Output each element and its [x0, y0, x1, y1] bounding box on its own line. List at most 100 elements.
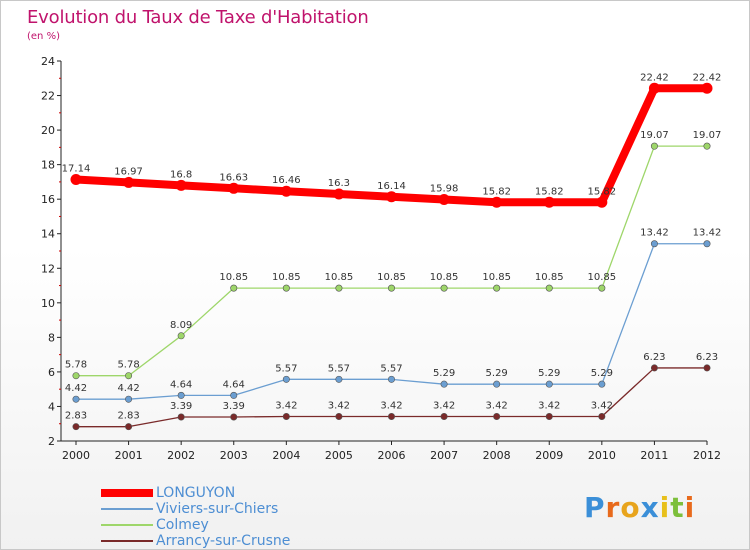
data-point	[650, 364, 658, 372]
x-tick-label: 2001	[115, 449, 143, 462]
data-label: 5.57	[380, 363, 402, 374]
data-point	[230, 391, 238, 399]
logo-letter: x	[640, 491, 660, 524]
data-point	[703, 142, 711, 150]
data-label: 10.85	[535, 272, 564, 283]
data-label: 10.85	[325, 272, 354, 283]
data-label: 3.42	[486, 400, 508, 411]
data-point	[648, 82, 660, 94]
data-label: 5.57	[328, 363, 350, 374]
y-tick-label: 18	[41, 159, 55, 172]
x-tick-label: 2008	[483, 449, 511, 462]
data-point	[125, 372, 133, 380]
data-label: 3.42	[433, 400, 455, 411]
data-label: 3.42	[591, 400, 613, 411]
data-point	[650, 240, 658, 248]
data-label: 6.23	[696, 352, 718, 363]
x-tick-label: 2005	[325, 449, 353, 462]
y-tick-label: 22	[41, 90, 55, 103]
data-point	[493, 380, 501, 388]
data-point	[703, 240, 711, 248]
data-label: 16.63	[219, 172, 248, 183]
data-point	[177, 413, 185, 421]
legend-label: LONGUYON	[156, 485, 236, 501]
data-point	[72, 372, 80, 380]
data-label: 16.8	[170, 169, 192, 180]
y-tick-label: 4	[48, 400, 55, 413]
data-label: 16.97	[114, 166, 143, 177]
data-point	[650, 142, 658, 150]
data-point	[440, 412, 448, 420]
y-tick-label: 6	[48, 366, 55, 379]
data-point	[386, 191, 397, 203]
data-label: 17.14	[62, 163, 91, 174]
logo-letter: i	[684, 491, 696, 524]
data-point	[545, 412, 553, 420]
data-point	[493, 284, 501, 292]
data-label: 13.42	[693, 228, 722, 239]
data-label: 10.85	[588, 272, 617, 283]
data-label: 10.85	[377, 272, 406, 283]
data-label: 22.42	[693, 72, 722, 83]
x-tick-label: 2000	[62, 449, 90, 462]
x-tick-label: 2010	[588, 449, 616, 462]
data-point	[387, 284, 395, 292]
x-tick-label: 2009	[535, 449, 563, 462]
y-tick-label: 16	[41, 193, 55, 206]
data-label: 10.85	[219, 272, 248, 283]
y-tick-label: 2	[48, 435, 55, 448]
x-tick-label: 2004	[272, 449, 300, 462]
data-point	[701, 82, 713, 94]
data-point	[280, 185, 292, 197]
data-point	[545, 380, 553, 388]
data-point	[438, 194, 450, 206]
data-label: 10.85	[272, 272, 301, 283]
y-tick-label: 20	[41, 124, 55, 137]
legend-swatch	[101, 508, 153, 510]
data-point	[335, 412, 343, 420]
data-point	[440, 284, 448, 292]
logo-letter: r	[605, 491, 621, 524]
data-point	[177, 332, 185, 340]
data-label: 4.42	[117, 383, 139, 394]
data-point	[440, 380, 448, 388]
data-label: 16.14	[377, 181, 406, 192]
data-point	[596, 196, 608, 208]
data-point	[230, 413, 238, 421]
data-label: 16.46	[272, 175, 301, 186]
legend-swatch	[101, 540, 153, 542]
data-label: 22.42	[640, 72, 669, 83]
data-label: 10.85	[430, 272, 459, 283]
x-tick-label: 2007	[430, 449, 458, 462]
data-point	[125, 395, 133, 403]
data-point	[230, 284, 238, 292]
data-label: 5.29	[486, 368, 508, 379]
data-point	[72, 395, 80, 403]
data-label: 5.29	[591, 368, 613, 379]
data-label: 3.42	[380, 400, 402, 411]
data-label: 3.39	[223, 401, 245, 412]
data-label: 6.23	[643, 352, 665, 363]
data-point	[335, 375, 343, 383]
data-label: 16.3	[328, 178, 350, 189]
x-tick-label: 2003	[220, 449, 248, 462]
data-point	[703, 364, 711, 372]
data-point	[282, 284, 290, 292]
logo-letter: o	[620, 491, 641, 524]
data-point	[543, 196, 555, 208]
data-label: 4.64	[170, 379, 192, 390]
data-label: 13.42	[640, 228, 669, 239]
proxiti-logo: Proxiti	[584, 491, 695, 524]
data-label: 8.09	[170, 320, 192, 331]
data-label: 5.57	[275, 363, 297, 374]
data-label: 3.42	[538, 400, 560, 411]
data-point	[175, 179, 187, 191]
data-label: 19.07	[693, 130, 722, 141]
legend-label: Viviers-sur-Chiers	[156, 501, 279, 517]
data-point	[545, 284, 553, 292]
legend-swatch	[101, 524, 153, 526]
data-label: 5.78	[65, 360, 87, 371]
legend-swatch	[101, 489, 153, 497]
